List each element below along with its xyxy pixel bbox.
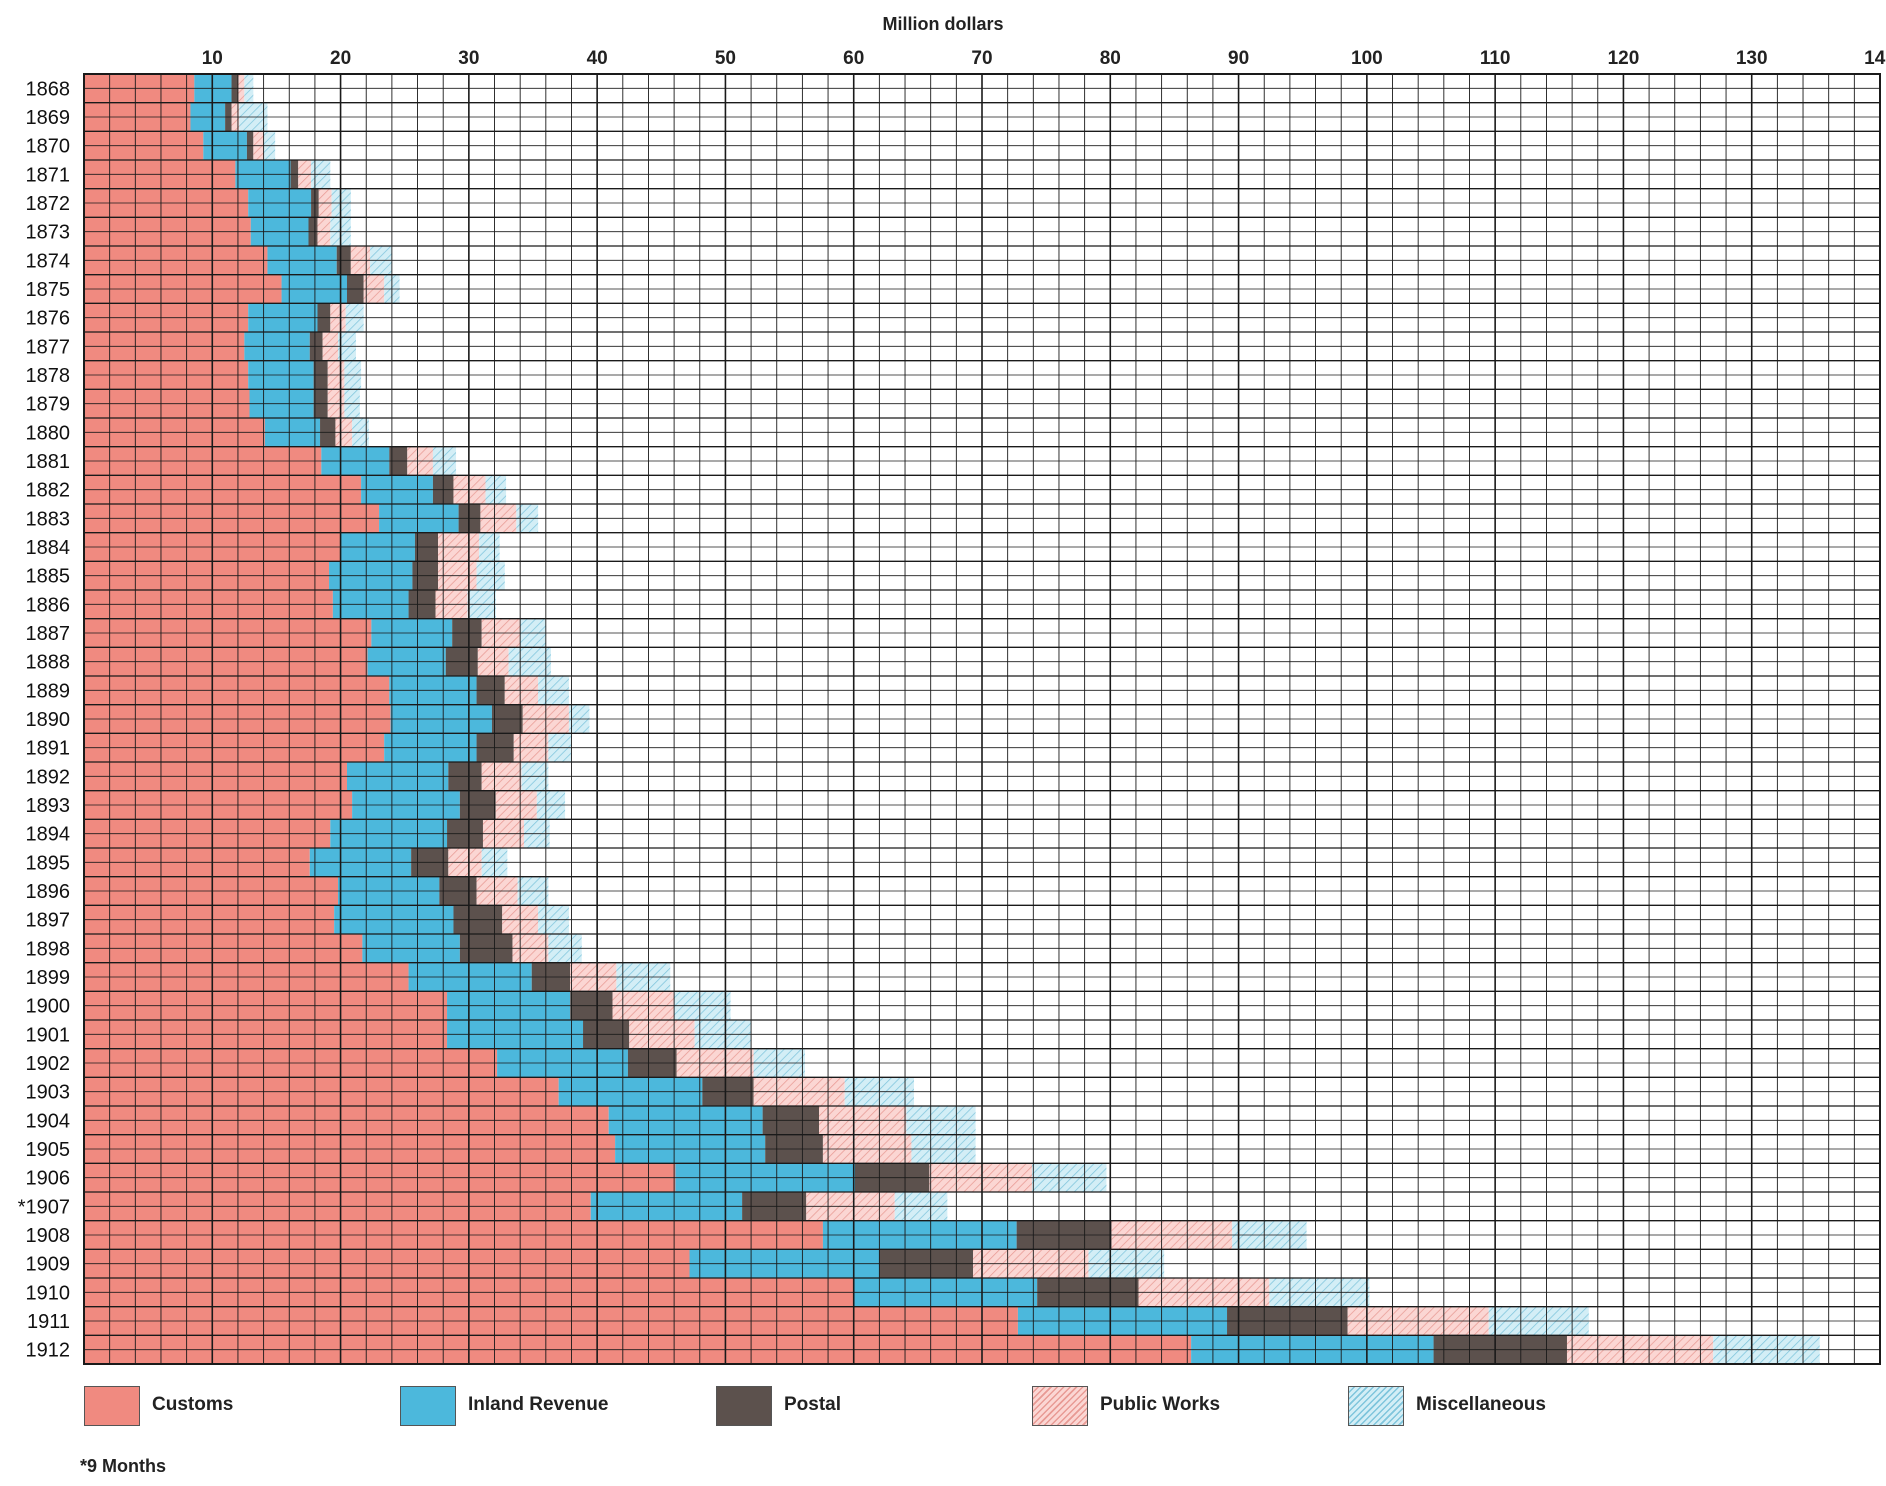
y-tick-label: 1873 xyxy=(26,222,71,244)
y-tick-label: 1905 xyxy=(26,1139,71,1161)
y-tick-label: 1880 xyxy=(26,422,71,444)
x-tick-label: 70 xyxy=(971,48,992,69)
grid-layer xyxy=(83,73,1881,1365)
y-tick-label: 1897 xyxy=(26,910,71,932)
x-tick-label: 130 xyxy=(1736,48,1768,69)
y-tick-label: 1899 xyxy=(26,967,71,989)
y-tick-label: 1901 xyxy=(26,1024,71,1046)
y-tick-label: 1909 xyxy=(26,1254,71,1276)
x-tick-label: 40 xyxy=(587,48,608,69)
legend-swatch xyxy=(1348,1386,1404,1426)
legend: Customs Inland Revenue Postal Public Works M… xyxy=(0,1386,1886,1446)
y-tick-label: 1898 xyxy=(26,938,71,960)
y-tick-label: 1884 xyxy=(26,537,71,559)
legend-label: Inland Revenue xyxy=(468,1394,609,1415)
year-labels-layer: 1868 1869 1870 1871 1872 1873 1874 1875 1876 1877… xyxy=(18,78,70,1361)
y-tick-label: 1902 xyxy=(26,1053,71,1075)
y-tick-label: 1895 xyxy=(26,852,71,874)
y-tick-label: 1871 xyxy=(26,164,71,186)
y-tick-label: 1883 xyxy=(26,508,71,530)
y-tick-label: 1889 xyxy=(26,680,71,702)
x-tick-label: 90 xyxy=(1228,48,1249,69)
legend-swatch xyxy=(400,1386,456,1426)
legend-swatch xyxy=(716,1386,772,1426)
x-tick-label: 110 xyxy=(1480,48,1511,69)
y-tick-label: 1886 xyxy=(26,594,71,616)
x-tick-label: 30 xyxy=(458,48,479,69)
y-tick-label: 1878 xyxy=(26,365,71,387)
chart-svg: 102030405060708090100110120130140 186818… xyxy=(18,48,1886,1365)
x-tick-label: 10 xyxy=(202,48,223,69)
y-tick-label: 1872 xyxy=(26,193,71,215)
y-tick-label: 1890 xyxy=(26,709,71,731)
y-tick-label: 1888 xyxy=(26,652,71,674)
y-tick-label: 1868 xyxy=(26,78,71,100)
y-tick-label: 1874 xyxy=(26,250,71,272)
x-tick-label: 100 xyxy=(1351,48,1383,69)
x-axis-title: Million dollars xyxy=(882,14,1004,34)
y-tick-label: 1894 xyxy=(26,824,71,846)
legend-swatch xyxy=(1032,1386,1088,1426)
plot-frame xyxy=(83,73,1881,1365)
y-tick-label: 1908 xyxy=(26,1225,71,1247)
x-tick-label: 80 xyxy=(1100,48,1121,69)
legend-label: Postal xyxy=(784,1394,842,1415)
y-tick-label: 1892 xyxy=(26,766,71,788)
y-tick-label: 1870 xyxy=(26,136,71,158)
y-tick-label: 1903 xyxy=(26,1082,71,1104)
x-tick-label: 60 xyxy=(843,48,864,69)
x-tick-label: 120 xyxy=(1608,48,1640,69)
y-tick-label: 1912 xyxy=(26,1340,71,1362)
y-tick-label: 1904 xyxy=(26,1110,71,1132)
y-tick-label: 1896 xyxy=(26,881,71,903)
y-tick-label: 1910 xyxy=(26,1282,71,1304)
legend-swatch xyxy=(84,1386,140,1426)
legend-label: Customs xyxy=(152,1394,234,1415)
y-tick-label: *1907 xyxy=(18,1196,70,1218)
y-tick-label: 1875 xyxy=(26,279,71,301)
y-tick-label: 1893 xyxy=(26,795,71,817)
y-tick-label: 1881 xyxy=(26,451,71,473)
x-tick-label: 50 xyxy=(715,48,736,69)
y-tick-label: 1882 xyxy=(26,480,71,502)
y-tick-label: 1906 xyxy=(26,1168,71,1190)
y-tick-label: 1891 xyxy=(26,738,71,760)
legend-label: Public Works xyxy=(1100,1394,1221,1415)
y-tick-label: 1885 xyxy=(26,566,71,588)
x-tick-label: 140 xyxy=(1864,48,1886,69)
x-tick-label: 20 xyxy=(330,48,351,69)
y-tick-label: 1887 xyxy=(26,623,71,645)
legend-label: Miscellaneous xyxy=(1416,1394,1546,1415)
y-tick-label: 1911 xyxy=(27,1311,70,1333)
y-tick-label: 1877 xyxy=(26,336,71,358)
y-tick-label: 1876 xyxy=(26,308,71,330)
y-tick-label: 1900 xyxy=(26,996,71,1018)
footnote: *9 Months xyxy=(80,1456,167,1476)
y-tick-label: 1879 xyxy=(26,394,71,416)
ticks-layer: 10 20 30 40 50 60 70 80 90 100 110 120 130 140 xyxy=(202,48,1886,69)
y-tick-label: 1869 xyxy=(26,107,71,129)
